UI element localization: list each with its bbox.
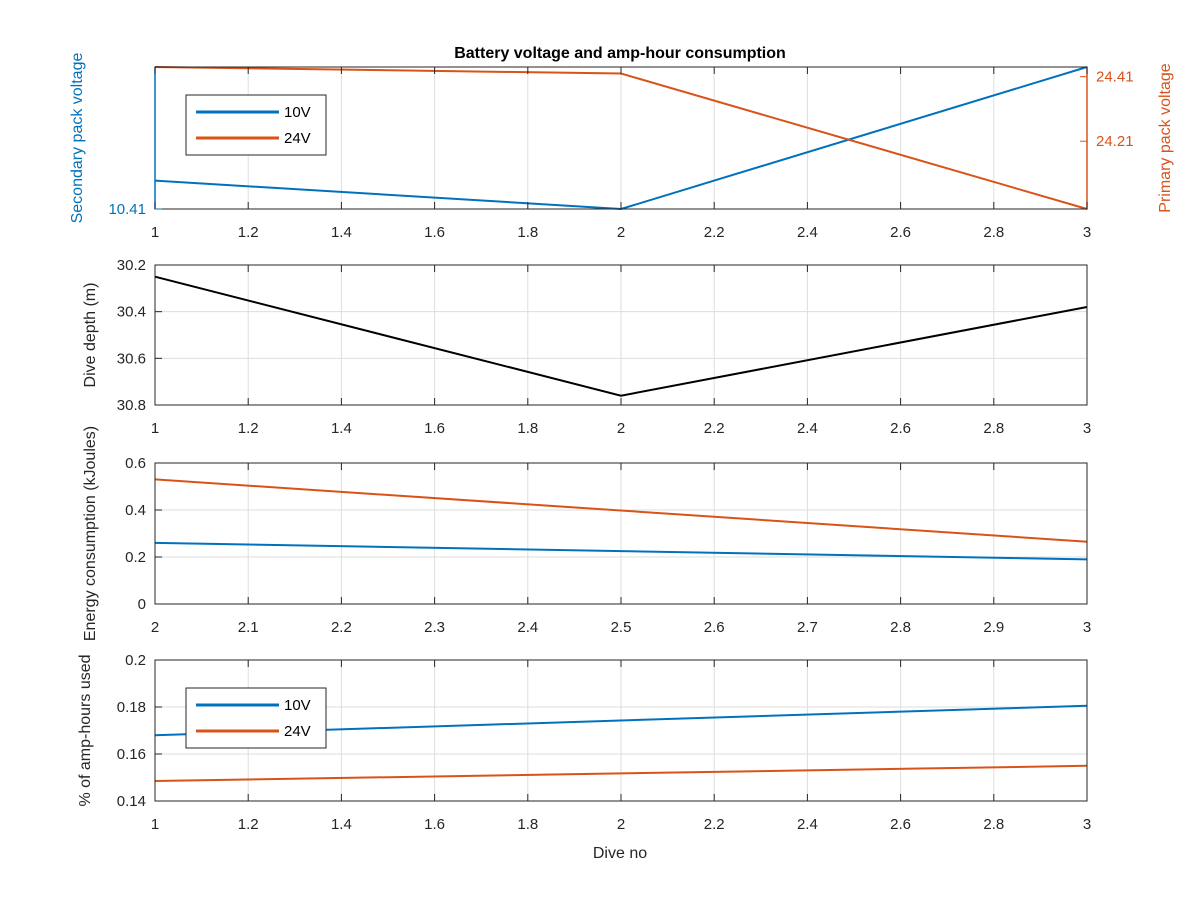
x-tick-label: 3 xyxy=(1083,816,1091,833)
y-tick-label: 30.4 xyxy=(117,304,146,321)
series-line-1 xyxy=(154,478,1088,543)
x-tick-label: 2.6 xyxy=(890,224,911,241)
x-tick-label: 3 xyxy=(1083,619,1091,636)
x-tick-label: 1.8 xyxy=(517,420,538,437)
x-tick-label: 2.8 xyxy=(983,224,1004,241)
series-line-2 xyxy=(154,541,1088,561)
y-axis-label: Secondary pack voltage xyxy=(69,53,86,224)
y-tick-label: 0.6 xyxy=(125,455,146,472)
x-tick-label: 2.8 xyxy=(890,619,911,636)
x-tick-label: 2 xyxy=(617,420,625,437)
x-tick-label: 2.4 xyxy=(797,224,818,241)
x-tick-label: 2.2 xyxy=(704,224,725,241)
x-tick-label: 2.6 xyxy=(890,816,911,833)
x-tick-label: 2.3 xyxy=(424,619,445,636)
x-tick-label: 1.6 xyxy=(424,816,445,833)
x-tick-label: 1.2 xyxy=(238,224,259,241)
x-tick-label: 2 xyxy=(617,224,625,241)
legend-label-24v: 24V xyxy=(284,130,311,147)
y-tick-label: 0.2 xyxy=(125,652,146,669)
x-tick-label: 2.5 xyxy=(611,619,632,636)
y-tick-label: 0.4 xyxy=(125,502,146,519)
x-tick-label: 1.2 xyxy=(238,816,259,833)
y-axis-label: % of amp-hours used xyxy=(77,654,94,806)
x-tick-label: 2.2 xyxy=(331,619,352,636)
x-tick-label: 1.6 xyxy=(424,420,445,437)
y2-tick-label: 24.21 xyxy=(1096,133,1134,150)
subplot-2: 1 1.2 1.4 1.6 1.8 2 2.2 2.4 2.6 2.8 3 30.2 30.4 30.6 3… xyxy=(82,257,1091,437)
x-tick-label: 2.8 xyxy=(983,420,1004,437)
x-tick-label: 2.6 xyxy=(890,420,911,437)
x-tick-label: 1.6 xyxy=(424,224,445,241)
x-tick-label: 2.7 xyxy=(797,619,818,636)
legend-box xyxy=(185,94,327,156)
x-tick-label: 1 xyxy=(151,816,159,833)
x-tick-label: 2.2 xyxy=(704,420,725,437)
subplot-panels: 1 1.2 1.4 1.6 1.8 2 2.2 2.4 2.6 2.8 310.4124.2124.… xyxy=(69,53,1174,833)
y-axis-label: Energy consumption (kJoules) xyxy=(82,426,99,641)
legend-label-10v: 10V xyxy=(284,697,311,714)
x-tick-label: 2.9 xyxy=(983,619,1004,636)
y-tick-label: 10.41 xyxy=(108,201,146,218)
series-line-1 xyxy=(154,275,1088,397)
x-tick-label: 1.4 xyxy=(331,224,352,241)
y-tick-label: 0.2 xyxy=(125,549,146,566)
subplot-1: 1 1.2 1.4 1.6 1.8 2 2.2 2.4 2.6 2.8 3 10.41 24.21 24.… xyxy=(69,53,1174,241)
y-tick-label: 0.16 xyxy=(117,746,146,763)
x-tick-label: 1 xyxy=(151,420,159,437)
y-axis-label: Dive depth (m) xyxy=(82,283,99,388)
legend-box xyxy=(185,687,327,749)
subplot-3: 2 2.1 2.2 2.3 2.4 2.5 2.6 2.7 2.8 2.9 3 0 0.2 0.4 0.6 E… xyxy=(82,426,1091,641)
x-tick-label: 2.1 xyxy=(238,619,259,636)
legend-label-24v: 24V xyxy=(284,723,311,740)
x-tick-label: 1 xyxy=(151,224,159,241)
x-tick-label: 2.6 xyxy=(704,619,725,636)
x-tick-label: 1.4 xyxy=(331,816,352,833)
x-tick-label: 2.8 xyxy=(983,816,1004,833)
chart-title: Battery voltage and amp-hour consumption xyxy=(454,45,786,62)
y-tick-label: 30.8 xyxy=(117,397,146,414)
y2-tick-label: 24.41 xyxy=(1096,69,1134,86)
series-line-24v xyxy=(154,764,1088,782)
x-tick-label: 2 xyxy=(151,619,159,636)
x-tick-label: 1.8 xyxy=(517,816,538,833)
x-tick-label: 2.4 xyxy=(797,816,818,833)
y2-axis-label: Primary pack voltage xyxy=(1157,63,1174,212)
x-tick-label: 2.2 xyxy=(704,816,725,833)
legend-label-10v: 10V xyxy=(284,104,311,121)
subplot-4: 1 1.2 1.4 1.6 1.8 2 2.2 2.4 2.6 2.8 3 0.14 0.16 0.18 0… xyxy=(77,652,1091,833)
x-tick-label: 2.4 xyxy=(797,420,818,437)
y-tick-label: 0.18 xyxy=(117,699,146,716)
y-tick-label: 0.14 xyxy=(117,793,146,810)
y-tick-label: 0 xyxy=(138,596,146,613)
legend: 10V 24V xyxy=(185,94,327,156)
y-tick-label: 30.2 xyxy=(117,257,146,274)
x-axis-label: Dive no xyxy=(593,845,647,862)
x-tick-label: 1.8 xyxy=(517,224,538,241)
x-tick-label: 3 xyxy=(1083,224,1091,241)
x-tick-label: 1.4 xyxy=(331,420,352,437)
x-tick-label: 2.4 xyxy=(517,619,538,636)
x-tick-label: 1.2 xyxy=(238,420,259,437)
x-tick-label: 2 xyxy=(617,816,625,833)
x-tick-label: 3 xyxy=(1083,420,1091,437)
legend: 10V 24V xyxy=(185,687,327,749)
y-tick-label: 30.6 xyxy=(117,350,146,367)
